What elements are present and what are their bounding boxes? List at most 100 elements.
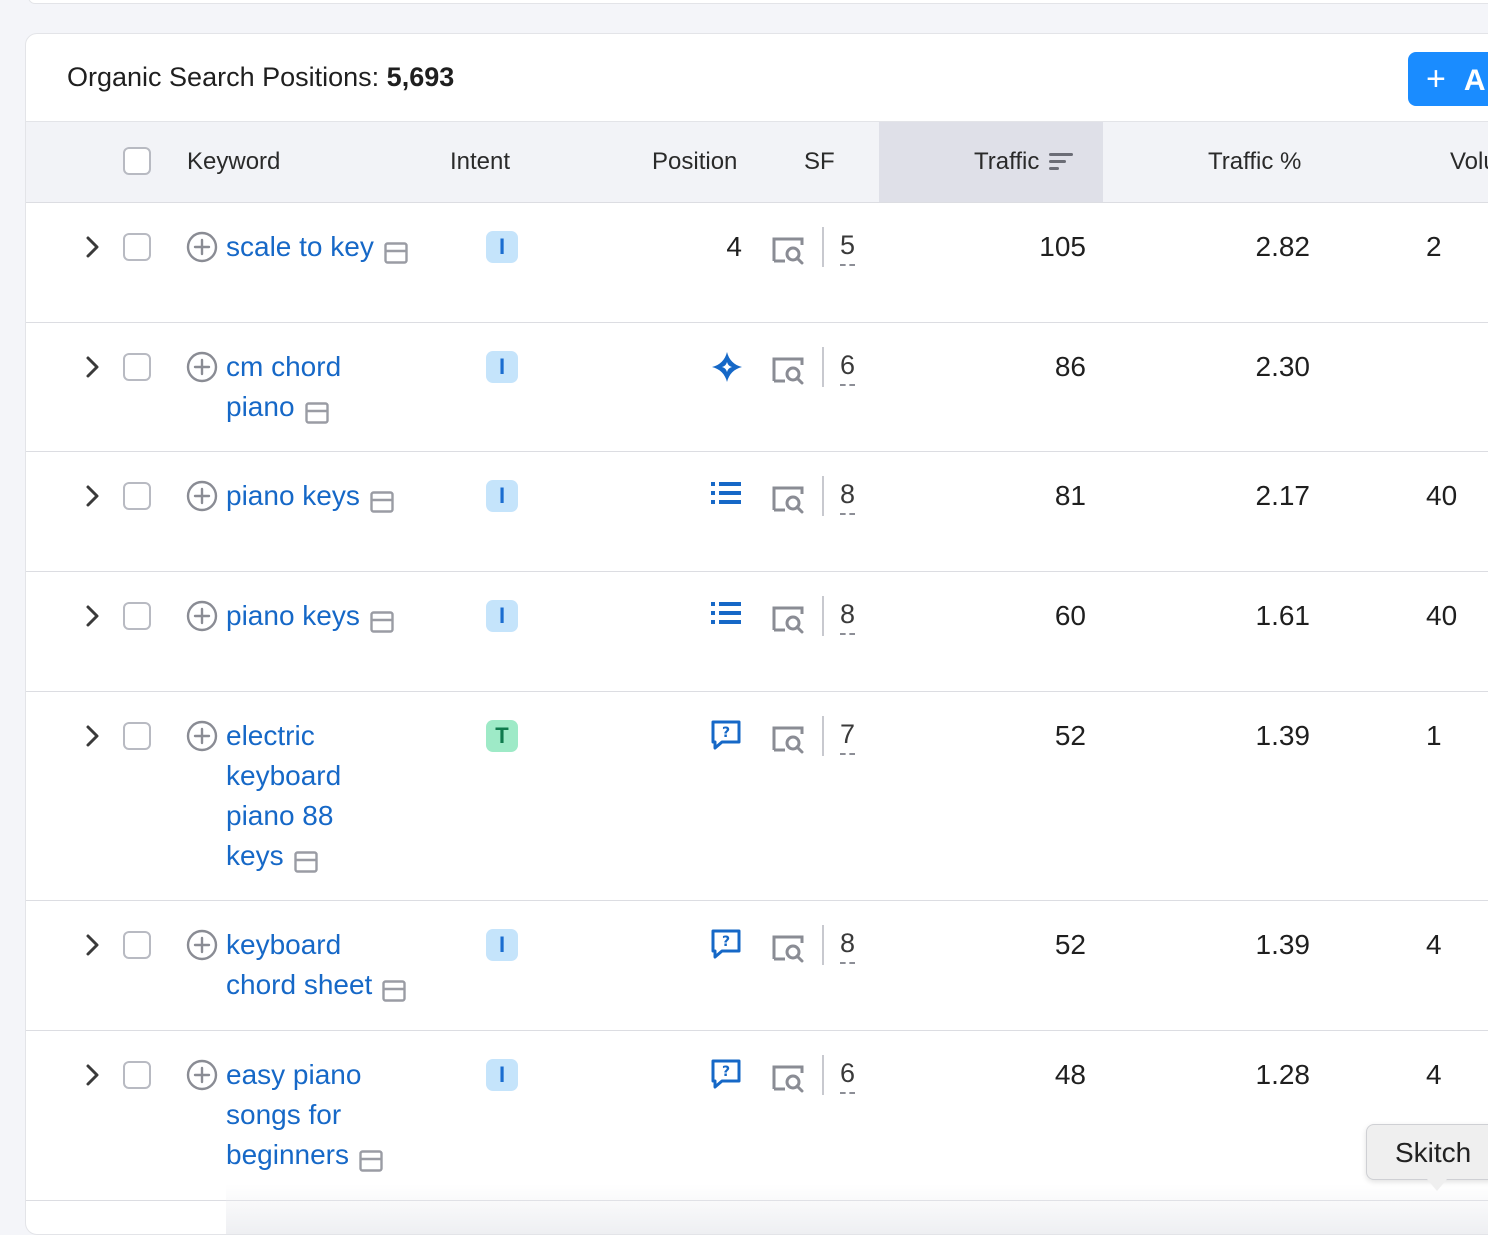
tooltip: Skitch bbox=[1366, 1124, 1488, 1180]
keyword-text-line: keyboard bbox=[226, 760, 342, 791]
select-all-checkbox[interactable] bbox=[123, 147, 151, 175]
traffic-value: 52 bbox=[1054, 929, 1086, 960]
keyword-link[interactable]: piano keys bbox=[226, 476, 436, 516]
divider bbox=[822, 596, 824, 636]
add-keyword-icon[interactable] bbox=[186, 351, 218, 383]
organic-positions-panel: Organic Search Positions: 5,693 + A Keywo… bbox=[25, 33, 1488, 1235]
add-keyword-icon[interactable] bbox=[186, 480, 218, 512]
svg-text:?: ? bbox=[722, 725, 730, 741]
table-row: piano keys I 8 60 1.61 40 bbox=[26, 571, 1488, 692]
serp-features-count[interactable]: 7 bbox=[840, 717, 856, 755]
traffic-percent-value: 2.30 bbox=[1255, 351, 1311, 382]
keyword-text-line: chord sheet bbox=[226, 969, 373, 1000]
volume-value: 4 bbox=[1426, 1059, 1442, 1090]
serp-snapshot-icon[interactable] bbox=[370, 484, 394, 513]
svg-text:?: ? bbox=[722, 934, 730, 950]
add-keyword-icon[interactable] bbox=[186, 231, 218, 263]
add-keyword-icon[interactable] bbox=[186, 600, 218, 632]
keyword-text-line: beginners bbox=[226, 1139, 349, 1170]
column-header-traffic[interactable]: Traffic bbox=[974, 122, 1074, 202]
row-checkbox[interactable] bbox=[123, 482, 151, 510]
row-checkbox[interactable] bbox=[123, 353, 151, 381]
keyword-link[interactable]: easy piano songs for beginners bbox=[226, 1055, 436, 1175]
keyword-link[interactable]: electric keyboard piano 88 keys bbox=[226, 716, 436, 876]
serp-snapshot-icon[interactable] bbox=[382, 973, 407, 1002]
tooltip-pointer bbox=[1427, 1179, 1447, 1191]
serp-features-count[interactable]: 8 bbox=[840, 597, 856, 635]
traffic-percent-value: 2.17 bbox=[1255, 480, 1311, 511]
divider bbox=[822, 1055, 824, 1095]
serp-features-count[interactable]: 8 bbox=[840, 926, 856, 964]
serp-features-icon[interactable] bbox=[771, 482, 805, 514]
column-header-traffic-label: Traffic bbox=[974, 148, 1040, 175]
serp-features-icon[interactable] bbox=[771, 353, 805, 385]
serp-features-icon[interactable] bbox=[771, 233, 805, 265]
column-header-intent[interactable]: Intent bbox=[450, 148, 511, 175]
chevron-right-icon[interactable] bbox=[82, 601, 102, 631]
keyword-link[interactable]: piano keys bbox=[226, 596, 436, 636]
intent-badge: I bbox=[486, 600, 518, 632]
top-card-edge bbox=[28, 0, 1488, 4]
add-button[interactable]: + A bbox=[1408, 52, 1488, 106]
keyword-link[interactable]: keyboard chord sheet bbox=[226, 925, 436, 1005]
serp-snapshot-icon[interactable] bbox=[304, 395, 329, 424]
chevron-right-icon[interactable] bbox=[82, 232, 102, 262]
intent-badge: I bbox=[486, 929, 518, 961]
row-checkbox[interactable] bbox=[123, 722, 151, 750]
keyword-text-line: piano keys bbox=[226, 480, 360, 511]
add-keyword-icon[interactable] bbox=[186, 1059, 218, 1091]
plus-icon: + bbox=[1426, 60, 1446, 98]
serp-features-count[interactable]: 6 bbox=[840, 1056, 856, 1094]
serp-snapshot-icon[interactable] bbox=[370, 604, 394, 633]
keyword-link[interactable]: scale to key bbox=[226, 227, 436, 267]
traffic-percent-value: 2.82 bbox=[1255, 231, 1311, 262]
sort-descending-icon[interactable] bbox=[1049, 151, 1074, 171]
column-header-keyword[interactable]: Keyword bbox=[187, 148, 281, 175]
keyword-text-line: songs for bbox=[226, 1099, 342, 1130]
serp-snapshot-icon[interactable] bbox=[293, 844, 318, 873]
serp-features-icon[interactable] bbox=[771, 602, 805, 634]
serp-features-icon[interactable] bbox=[771, 1061, 805, 1093]
volume-value: 40 bbox=[1426, 600, 1458, 631]
row-checkbox[interactable] bbox=[123, 1061, 151, 1089]
title-count: 5,693 bbox=[386, 62, 455, 92]
volume-value: 2 bbox=[1426, 231, 1442, 262]
column-header-position[interactable]: Position bbox=[652, 148, 738, 175]
add-keyword-icon[interactable] bbox=[186, 720, 218, 752]
table-row: cm chord piano I 6 86 2.30 bbox=[26, 322, 1488, 452]
chevron-right-icon[interactable] bbox=[82, 721, 102, 751]
column-header-sf[interactable]: SF bbox=[804, 148, 835, 175]
divider bbox=[822, 716, 824, 756]
divider bbox=[822, 347, 824, 387]
chevron-right-icon[interactable] bbox=[82, 352, 102, 382]
keyword-link[interactable]: cm chord piano bbox=[226, 347, 436, 427]
row-checkbox[interactable] bbox=[123, 602, 151, 630]
serp-features-count[interactable]: 5 bbox=[840, 228, 856, 266]
serp-features-count[interactable]: 8 bbox=[840, 477, 856, 515]
keyword-text-line: cm chord bbox=[226, 351, 342, 382]
page-title: Organic Search Positions: 5,693 bbox=[67, 62, 454, 93]
serp-snapshot-icon[interactable] bbox=[384, 235, 408, 264]
chevron-right-icon[interactable] bbox=[82, 481, 102, 511]
chevron-right-icon[interactable] bbox=[82, 930, 102, 960]
serp-features-icon[interactable] bbox=[771, 722, 805, 754]
keyword-text-line: keys bbox=[226, 840, 284, 871]
keyword-text-line: easy piano bbox=[226, 1059, 362, 1090]
row-checkbox[interactable] bbox=[123, 233, 151, 261]
traffic-percent-value: 1.61 bbox=[1255, 600, 1311, 631]
people-also-ask-icon: ? bbox=[710, 719, 742, 756]
traffic-value: 52 bbox=[1054, 720, 1086, 751]
traffic-value: 86 bbox=[1054, 351, 1086, 382]
row-checkbox[interactable] bbox=[123, 931, 151, 959]
serp-features-count[interactable]: 6 bbox=[840, 348, 856, 386]
column-header-traffic-percent[interactable]: Traffic % bbox=[1208, 148, 1302, 175]
column-header-volume[interactable]: Volu bbox=[1450, 148, 1488, 175]
serp-snapshot-icon[interactable] bbox=[359, 1143, 383, 1172]
table-row: electric keyboard piano 88 keys T? 7 52 1.39 1 bbox=[26, 691, 1488, 901]
serp-features-icon[interactable] bbox=[771, 931, 805, 963]
list-icon bbox=[710, 599, 742, 632]
add-keyword-icon[interactable] bbox=[186, 929, 218, 961]
chevron-right-icon[interactable] bbox=[82, 1060, 102, 1090]
tooltip-label: Skitch bbox=[1395, 1137, 1472, 1168]
traffic-percent-value: 1.39 bbox=[1255, 929, 1311, 960]
